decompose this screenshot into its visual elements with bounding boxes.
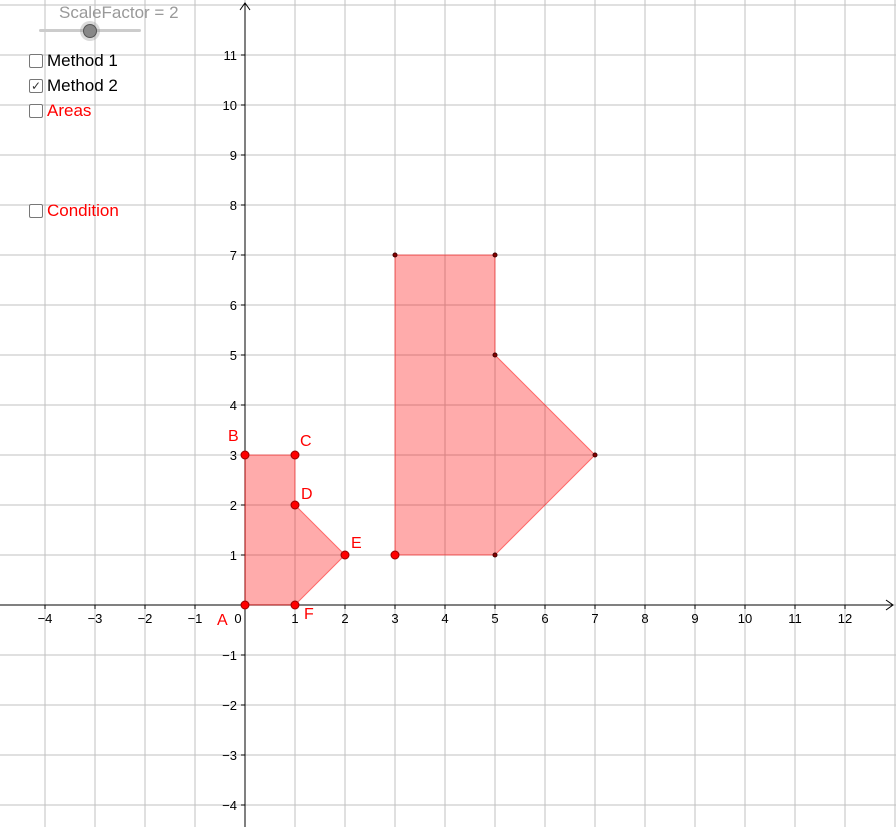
x-tick-label: 7 [591,611,598,626]
y-tick-label: −4 [222,798,237,813]
point-label-C: C [300,433,312,450]
x-tick-label: 4 [441,611,448,626]
x-tick-label: −1 [188,611,203,626]
x-tick-label: −4 [38,611,53,626]
x-axis-arrow-icon [885,599,894,611]
x-tick-label: 8 [641,611,648,626]
point-B[interactable] [240,450,250,460]
image-vertex [492,552,498,558]
y-tick-label: −3 [222,748,237,763]
checkbox-box[interactable] [29,204,43,218]
x-tick-label: 5 [491,611,498,626]
point-label-A: A [217,612,228,629]
x-tick-label: 2 [341,611,348,626]
checkbox-box[interactable]: ✓ [29,79,43,93]
checkbox-box[interactable] [29,104,43,118]
y-tick-label: −1 [222,648,237,663]
y-tick-label: 9 [230,148,237,163]
y-tick-label: −2 [222,698,237,713]
x-tick-label: 12 [838,611,852,626]
original-polygon [244,454,346,606]
y-tick-label: 5 [230,348,237,363]
point-D[interactable] [290,500,300,510]
y-tick-label: 2 [230,498,237,513]
x-tick-label: 9 [691,611,698,626]
y-tick-label: 4 [230,398,237,413]
y-tick-label: 1 [230,548,237,563]
x-tick-label: 10 [738,611,752,626]
checkbox-label: Areas [47,101,92,120]
y-tick-label: 11 [224,48,238,63]
center-point [390,550,400,560]
x-tick-label: 3 [391,611,398,626]
point-label-F: F [304,606,314,623]
x-tick-label: 6 [541,611,548,626]
y-tick-label: 6 [230,298,237,313]
x-tick-label: 11 [788,611,802,626]
point-label-E: E [351,535,362,552]
image-vertex [492,352,498,358]
y-tick-label: 7 [230,248,237,263]
image-vertex [392,252,398,258]
checkbox-areas[interactable]: Areas [29,101,91,121]
point-C[interactable] [290,450,300,460]
point-F[interactable] [290,600,300,610]
slider-label: ScaleFactor = 2 [59,3,179,22]
y-tick-label: 3 [230,448,237,463]
y-tick-label: 8 [230,198,237,213]
x-tick-label: 1 [291,611,298,626]
image-vertex [592,452,598,458]
checkbox-label: Method 2 [47,76,118,95]
x-tick-label: −2 [138,611,153,626]
checkbox-label: Method 1 [47,51,118,70]
point-A[interactable] [240,600,250,610]
checkbox-method-1[interactable]: Method 1 [29,51,118,71]
checkbox-method-2[interactable]: ✓ Method 2 [29,76,118,96]
scalefactor-slider-knob[interactable] [83,24,97,38]
checkbox-condition[interactable]: Condition [29,201,119,221]
point-label-B: B [228,428,239,445]
checkbox-box[interactable] [29,54,43,68]
x-tick-label: −3 [88,611,103,626]
point-label-D: D [301,486,313,503]
y-axis-arrow-icon [239,2,251,11]
checkbox-label: Condition [47,201,119,220]
y-tick-label: 10 [223,98,237,113]
origin-label: 0 [234,611,241,626]
image-vertex [492,252,498,258]
point-E[interactable] [340,550,350,560]
